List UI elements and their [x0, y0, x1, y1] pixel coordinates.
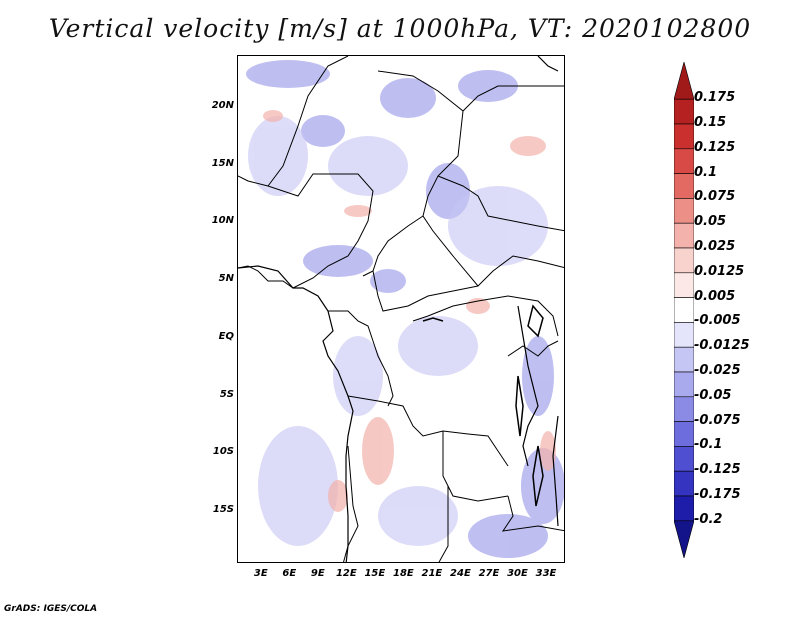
latitude-label: 15S — [212, 504, 234, 516]
vertical-velocity-field — [238, 56, 564, 562]
longitude-label: 21E — [421, 568, 443, 579]
longitude-label: 24E — [450, 568, 471, 579]
colorbar-tick-label: -0.0125 — [694, 338, 750, 354]
colorbar-segment — [674, 62, 694, 100]
colorbar-tick-label: -0.005 — [694, 313, 741, 329]
negative-velocity-light — [248, 116, 548, 546]
colorbar-tick-label: 0.125 — [694, 139, 736, 155]
coastline — [238, 56, 559, 562]
colorbar-segment — [674, 173, 694, 199]
colorbar-segment — [674, 247, 694, 274]
latitude-label: 10N — [211, 215, 234, 227]
colorbar-tick-label: 0.025 — [694, 239, 736, 254]
longitude-label: 27E — [478, 568, 500, 579]
colorbar-segment — [674, 322, 694, 348]
map-title: Vertical velocity [m/s] at 1000hPa, VT: … — [48, 14, 752, 43]
colorbar-segment — [674, 346, 694, 373]
longitude-label: 15E — [364, 568, 386, 579]
colorbar-tick-label: 0.175 — [694, 90, 736, 106]
colorbar-tick-label: -0.05 — [694, 387, 732, 403]
country-borders — [238, 56, 564, 562]
colorbar-tick-label: -0.025 — [694, 363, 741, 378]
colorbar-segment — [674, 396, 694, 422]
colorbar-segment — [674, 148, 694, 174]
longitude-label: 30E — [507, 568, 528, 579]
colorbar-segment — [674, 98, 694, 125]
colorbar-tick-label: 0.075 — [694, 189, 736, 205]
colorbar-segment — [674, 297, 694, 323]
latitude-label: 10S — [212, 446, 234, 458]
longitude-label: 9E — [310, 568, 325, 579]
colorbar-segment — [674, 470, 694, 497]
colorbar-tick-label: -0.1 — [694, 437, 723, 453]
grads-credit: GrADS: IGES/COLA — [4, 604, 98, 614]
latitude-label: 20N — [211, 99, 234, 111]
latitude-label: 5N — [218, 273, 234, 285]
colorbar-tick-label: -0.075 — [694, 412, 741, 428]
colorbar-segment — [674, 198, 694, 224]
colorbar-tick-label: -0.2 — [694, 511, 723, 527]
colorbar-segment — [674, 272, 694, 298]
colorbar-tick-label: 0.15 — [694, 115, 727, 130]
latitude-label: 5S — [219, 388, 234, 400]
longitude-label: 33E — [535, 568, 557, 579]
map-plot-area — [237, 55, 565, 563]
latitude-label: 15N — [211, 157, 234, 169]
lakes — [422, 304, 544, 507]
colorbar-tick-label: 0.05 — [694, 214, 727, 230]
colorbar-segment — [674, 520, 694, 558]
colorbar-segment — [674, 123, 694, 150]
colorbar-tick-label: -0.125 — [694, 462, 741, 478]
latitude-label: EQ — [218, 330, 234, 342]
longitude-label: 12E — [335, 568, 357, 579]
longitude-label: 6E — [282, 568, 297, 579]
colorbar-segment — [674, 421, 694, 447]
colorbar-tick-label: 0.0125 — [694, 263, 745, 279]
colorbar-segment — [674, 222, 694, 249]
colorbar-tick-label: 0.1 — [694, 164, 718, 180]
colorbar-tick-label: -0.175 — [694, 487, 741, 502]
colorbar-segment — [674, 495, 694, 522]
colorbar — [674, 62, 694, 558]
colorbar-segment — [674, 446, 694, 472]
longitude-label: 3E — [253, 568, 268, 579]
colorbar-tick-label: 0.005 — [694, 288, 736, 304]
colorbar-segment — [674, 371, 694, 398]
longitude-label: 18E — [393, 568, 414, 579]
